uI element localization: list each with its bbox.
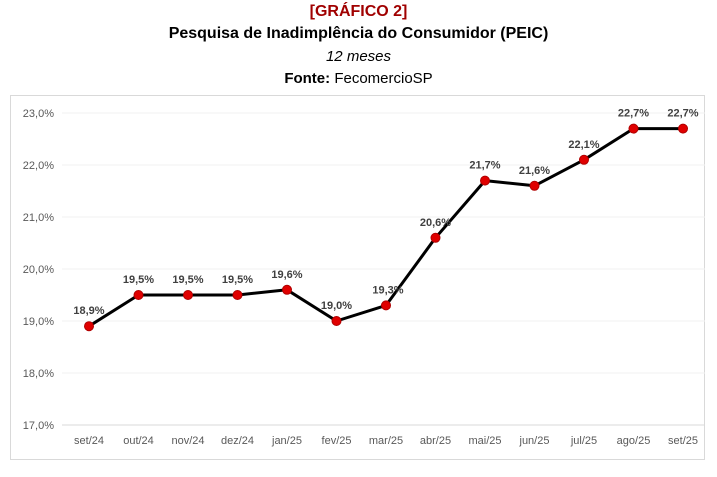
- y-tick-label: 19,0%: [23, 316, 54, 328]
- data-label: 21,7%: [469, 160, 500, 172]
- chart-source: Fonte: FecomercioSP: [0, 70, 717, 87]
- series-line: [88, 127, 683, 328]
- data-label: 20,6%: [420, 217, 451, 229]
- data-label: 21,6%: [519, 165, 550, 177]
- x-tick-label: fev/25: [322, 435, 352, 447]
- data-point: [628, 123, 639, 134]
- data-label: 19,3%: [372, 284, 403, 296]
- data-point: [183, 290, 193, 300]
- figure-label: [GRÁFICO 2]: [309, 3, 408, 20]
- chart-title: Pesquisa de Inadimplência do Consumidor …: [168, 25, 549, 42]
- x-tick-label: dez/24: [221, 435, 254, 447]
- source-name: FecomercioSP: [334, 70, 433, 87]
- data-point: [430, 232, 441, 243]
- data-label: 19,5%: [172, 274, 203, 286]
- x-tick-label: out/24: [123, 435, 154, 447]
- data-label: 18,9%: [73, 305, 104, 317]
- data-point: [232, 290, 243, 300]
- x-tick-label: jun/25: [519, 435, 550, 447]
- x-tick-label: mai/25: [468, 435, 501, 447]
- chart-frame: [10, 95, 705, 460]
- data-label: 19,5%: [123, 274, 154, 286]
- x-tick-label: mar/25: [369, 435, 403, 447]
- data-point: [480, 175, 490, 186]
- source-label: Fonte:: [284, 70, 331, 87]
- x-tick-label: set/25: [668, 435, 698, 447]
- x-tick-label: jan/25: [271, 435, 302, 447]
- y-tick-label: 22,0%: [23, 160, 54, 172]
- data-label: 22,1%: [568, 139, 599, 151]
- y-tick-label: 18,0%: [23, 368, 54, 380]
- x-tick-label: nov/24: [171, 435, 204, 447]
- data-label: 19,5%: [222, 274, 253, 286]
- data-point: [331, 316, 342, 326]
- data-point: [529, 180, 540, 191]
- y-tick-label: 20,0%: [23, 264, 54, 276]
- y-tick-label: 23,0%: [23, 108, 54, 120]
- data-point: [133, 290, 144, 300]
- y-tick-label: 21,0%: [23, 212, 54, 224]
- x-tick-label: ago/25: [617, 435, 651, 447]
- data-point: [678, 123, 688, 134]
- chart-subtitle: 12 meses: [325, 48, 392, 65]
- data-point: [579, 154, 589, 165]
- data-point: [282, 284, 292, 295]
- x-tick-label: abr/25: [420, 435, 451, 447]
- data-label: 19,0%: [321, 300, 352, 312]
- data-label: 22,7%: [667, 108, 698, 120]
- x-tick-label: set/24: [74, 435, 104, 447]
- data-point: [381, 300, 391, 311]
- y-tick-label: 17,0%: [23, 420, 54, 432]
- data-label: 22,7%: [618, 108, 649, 120]
- x-tick-label: jul/25: [570, 435, 597, 447]
- data-label: 19,6%: [271, 269, 302, 281]
- data-point: [84, 321, 94, 332]
